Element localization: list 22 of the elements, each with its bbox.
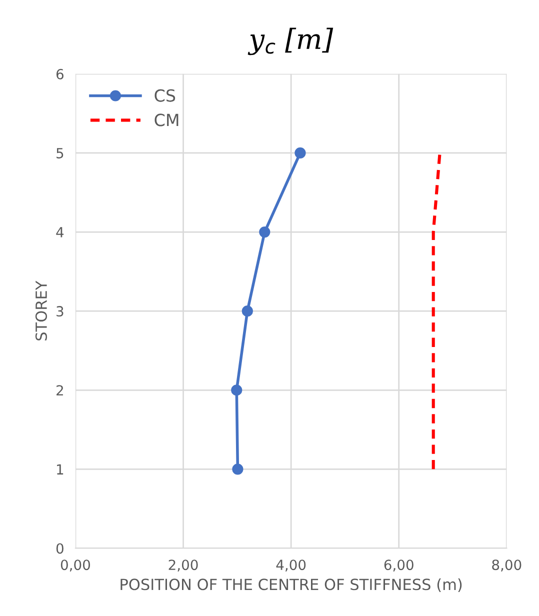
y-axis-title: STOREY <box>35 280 47 340</box>
y-tick-label: 2 <box>56 385 63 396</box>
y-tick-label: 0 <box>56 543 64 554</box>
point <box>231 384 242 396</box>
y-tick-label: 3 <box>56 306 64 317</box>
x-tick-label: 2,00 <box>168 560 198 572</box>
y-tick-label: 1 <box>57 464 64 474</box>
point <box>232 464 244 475</box>
x-tick-label: 6,00 <box>384 560 414 572</box>
point <box>242 306 253 317</box>
x-axis-title: POSITION OF THE CENTRE OF STIFFNESS (m) <box>120 578 462 592</box>
point <box>294 147 306 159</box>
point <box>259 226 270 238</box>
legend-label: CS <box>154 89 176 102</box>
chart-title: y$_{c}$ [m] <box>248 28 334 56</box>
y-tick-label: 6 <box>56 68 64 80</box>
legend-label: CM <box>154 114 178 126</box>
y-tick-label: 5 <box>56 148 64 158</box>
y-tick-label: 4 <box>56 227 64 238</box>
x-tick-label: 8,00 <box>492 560 522 572</box>
x-tick-label: 4,00 <box>276 560 306 572</box>
x-tick-label: 0,00 <box>60 560 90 572</box>
